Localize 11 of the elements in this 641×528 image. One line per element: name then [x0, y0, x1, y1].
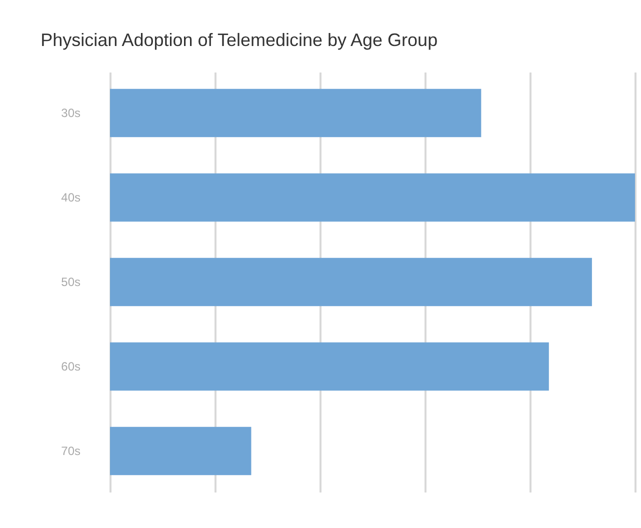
chart-title: Physician Adoption of Telemedicine by Age Group: [40, 30, 438, 50]
y-tick-label: 30s: [61, 106, 80, 120]
bar: [110, 342, 549, 391]
bar: [110, 173, 635, 222]
y-tick-label: 60s: [61, 360, 80, 374]
y-tick-label: 50s: [61, 275, 80, 289]
bar: [110, 426, 252, 476]
y-tick-label: 70s: [61, 444, 80, 458]
bar: [110, 258, 592, 306]
y-tick-label: 40s: [61, 190, 80, 204]
bar: [110, 88, 482, 138]
